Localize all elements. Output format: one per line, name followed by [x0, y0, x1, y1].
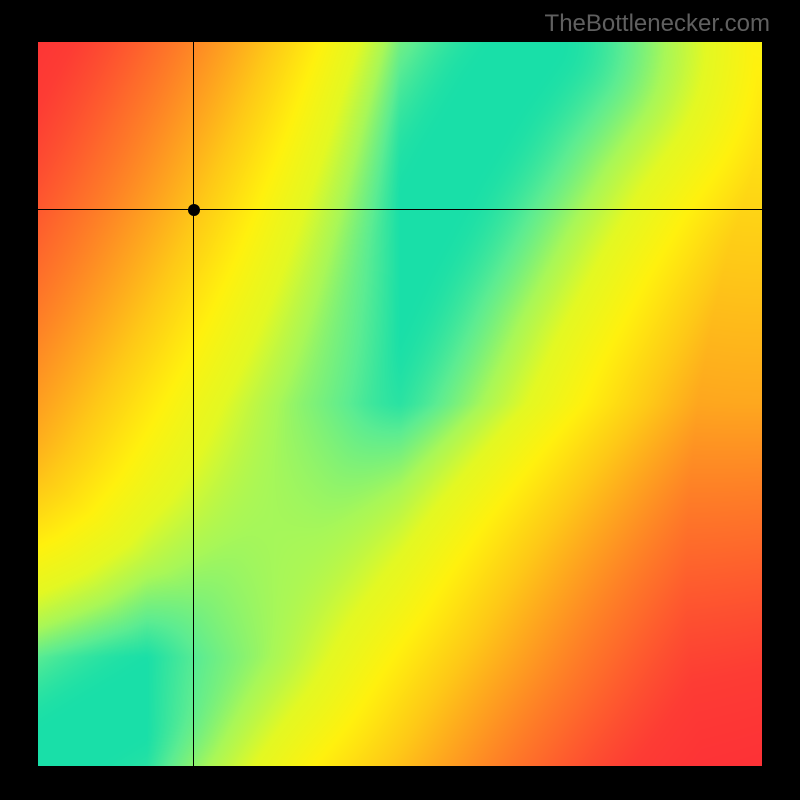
watermark-text: TheBottlenecker.com: [545, 10, 770, 38]
heatmap-canvas: [38, 42, 762, 766]
crosshair-horizontal: [38, 209, 762, 210]
crosshair-marker: [188, 204, 200, 216]
crosshair-vertical: [193, 42, 194, 766]
heatmap-plot: [38, 42, 762, 766]
